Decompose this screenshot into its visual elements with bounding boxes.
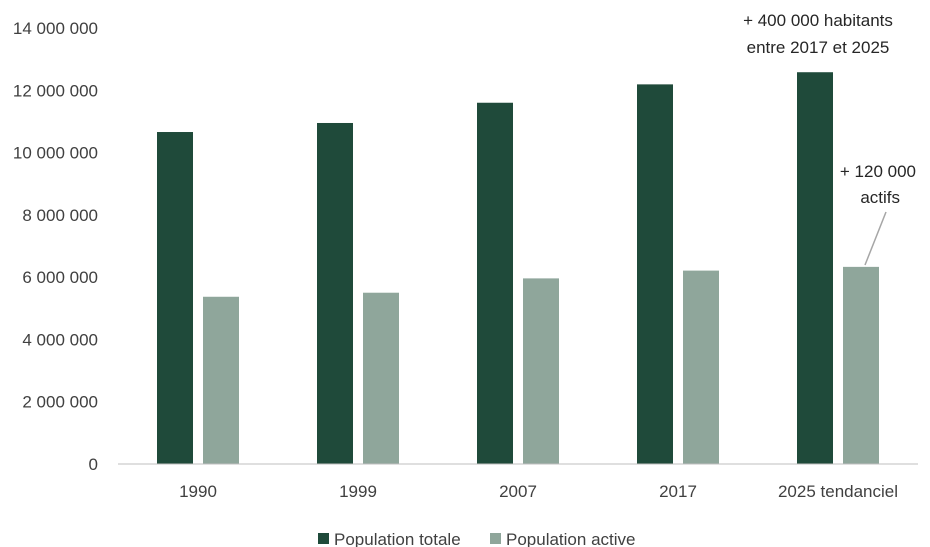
bar-population-totale	[797, 72, 833, 465]
annotation-active-line-1: + 120 000	[840, 162, 916, 181]
annotations: + 400 000 habitants entre 2017 et 2025 +…	[743, 11, 916, 266]
bar-population-totale	[477, 102, 513, 464]
y-tick-label: 8 000 000	[22, 206, 98, 225]
y-tick-label: 14 000 000	[13, 19, 98, 38]
bar-population-active	[363, 292, 399, 464]
bar-population-totale	[317, 122, 353, 464]
bar-population-active	[203, 296, 239, 464]
x-axis: 1990 1999 2007 2017 2025 tendanciel	[179, 482, 898, 501]
x-tick-label: 1990	[179, 482, 217, 501]
annotation-active-line-2: actifs	[860, 188, 900, 207]
annotation-total-line-1: + 400 000 habitants	[743, 11, 893, 30]
legend: Population totale Population active	[318, 530, 635, 547]
annotation-active-leader-line	[864, 211, 887, 266]
x-tick-label: 2025 tendanciel	[778, 482, 898, 501]
legend-label-population-active: Population active	[506, 530, 635, 547]
bar-population-active	[523, 278, 559, 464]
legend-swatch-population-active	[490, 533, 501, 544]
x-tick-label: 2017	[659, 482, 697, 501]
y-tick-label: 10 000 000	[13, 144, 98, 163]
bars	[157, 72, 879, 465]
y-tick-label: 2 000 000	[22, 393, 98, 412]
y-tick-label: 0	[89, 455, 98, 474]
bar-population-active	[683, 270, 719, 464]
legend-label-population-totale: Population totale	[334, 530, 461, 547]
x-tick-label: 1999	[339, 482, 377, 501]
x-tick-label: 2007	[499, 482, 537, 501]
y-axis: 0 2 000 000 4 000 000 6 000 000 8 000 000 10 …	[13, 19, 98, 474]
y-tick-label: 6 000 000	[22, 268, 98, 287]
y-tick-label: 4 000 000	[22, 330, 98, 349]
y-tick-label: 12 000 000	[13, 81, 98, 100]
bar-population-totale	[637, 84, 673, 465]
annotation-total-line-2: entre 2017 et 2025	[747, 38, 890, 57]
bar-population-totale	[157, 132, 193, 464]
bar-population-active	[843, 266, 879, 464]
legend-swatch-population-totale	[318, 533, 329, 544]
